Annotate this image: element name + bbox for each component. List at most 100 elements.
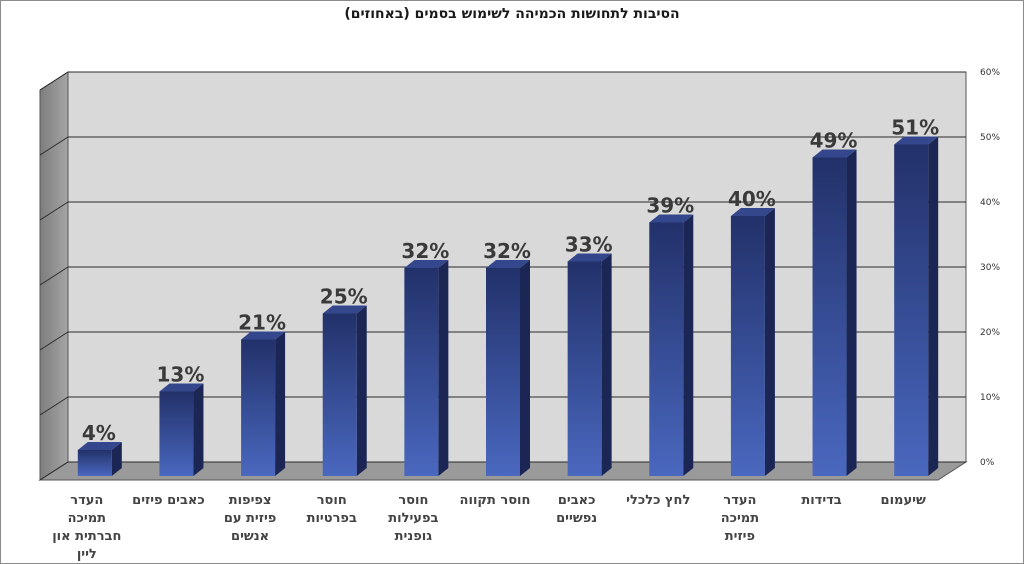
data-label: 32%	[483, 239, 531, 263]
bar-top	[77, 442, 122, 450]
data-label: 49%	[810, 129, 858, 153]
bar: 32%	[483, 239, 531, 476]
data-label: 25%	[320, 285, 368, 309]
category-label-line: חברתית און	[52, 529, 121, 544]
gridline-side	[39, 201, 69, 221]
y-tick-label: 30%	[980, 263, 1000, 273]
category-label-line: בפעילות	[388, 511, 438, 526]
bar-top	[404, 260, 449, 268]
bar-side	[193, 383, 204, 476]
bar: 32%	[401, 239, 449, 476]
data-label: 4%	[82, 421, 116, 445]
y-tick-label: 10%	[980, 393, 1000, 403]
category-label: העדר תמיכה חברתית און ליין	[52, 493, 121, 562]
x-axis: העדר תמיכה חברתית און ליין כאבים פיזים צפיפות…	[52, 493, 926, 562]
y-axis: 0% 10% 20% 30% 40% 50% 60%	[980, 68, 1000, 468]
category-label-line: העדר	[70, 493, 103, 508]
data-label: 39%	[646, 194, 694, 218]
y-tick-label: 50%	[980, 133, 1000, 143]
y-tick-label: 60%	[980, 68, 1000, 78]
category-label: חוסר בפרטיות	[307, 493, 357, 526]
data-label: 21%	[238, 311, 286, 335]
y-tick-label: 20%	[980, 328, 1000, 338]
gridline-side	[39, 266, 69, 286]
bar-top	[486, 260, 530, 268]
category-label-line: שיעמום	[881, 493, 926, 508]
category-label: שיעמום	[881, 493, 926, 508]
category-label: חוסר בפעילות גופנית	[388, 493, 438, 544]
y-tick-label: 0%	[980, 458, 995, 468]
category-label-line: תמיכה	[721, 511, 759, 526]
data-label: 32%	[401, 239, 449, 263]
data-label: 33%	[565, 233, 613, 257]
bar: 33%	[565, 233, 613, 476]
bar: 4%	[77, 421, 122, 476]
bar-top	[322, 305, 367, 314]
category-label-line: כאבים פיזים	[132, 493, 205, 508]
bar-front	[567, 261, 602, 476]
bar-front	[404, 268, 439, 476]
bar: 40%	[728, 187, 776, 476]
bar-top	[567, 253, 612, 262]
bar-front	[77, 450, 112, 476]
bar-side	[438, 260, 449, 476]
bars: 4% 13% 21% 25% 32% 32% 33% 39% 40% 49% 51%	[77, 116, 939, 476]
bar-front	[322, 313, 357, 476]
category-label-line: תמיכה	[68, 511, 106, 526]
gridline-side	[39, 331, 69, 351]
category-label: חוסר תקווה	[460, 493, 531, 508]
category-label: כאבים פיזים	[132, 493, 205, 508]
category-label-line: לחץ כלכלי	[626, 493, 690, 508]
bar-side	[683, 214, 694, 476]
bar-front	[894, 144, 929, 476]
bar-top	[894, 136, 939, 145]
bar-side	[764, 208, 775, 476]
category-label: העדר תמיכה פיזית	[721, 493, 759, 544]
category-label-line: בדידות	[801, 493, 841, 508]
category-label-line: פיזית	[725, 529, 755, 544]
gridline-side	[39, 396, 69, 416]
bar-top	[241, 331, 286, 340]
bar: 21%	[238, 311, 286, 476]
category-label: כאבים נפשיים	[556, 493, 597, 526]
bar-side	[520, 260, 530, 476]
chart-title: הסיבות לתחושות הכמיהה לשימוש בסמים (באחו…	[344, 6, 680, 22]
data-label: 51%	[891, 116, 939, 140]
bar-side	[928, 136, 939, 476]
bar-side	[111, 442, 122, 476]
category-label: לחץ כלכלי	[626, 493, 690, 508]
bar-side	[356, 305, 367, 476]
bar-front	[159, 391, 194, 476]
bar-side	[601, 253, 612, 476]
gridline-side	[39, 461, 69, 481]
bar: 51%	[891, 116, 939, 476]
category-label-line: חוסר	[398, 493, 428, 508]
bar-side	[275, 331, 286, 476]
category-label-line: חוסר	[317, 493, 347, 508]
category-label-line: העדר	[723, 493, 756, 508]
bar: 25%	[320, 285, 368, 476]
category-label-line: נפשיים	[556, 511, 597, 526]
bar-top	[730, 208, 775, 216]
bar: 49%	[810, 129, 858, 476]
category-label-line: פיזית עם	[224, 511, 277, 526]
category-label-line: אנשים	[231, 529, 269, 544]
data-label: 40%	[728, 187, 776, 211]
category-label-line: צפיפות	[229, 493, 272, 508]
bar-top	[812, 149, 857, 158]
category-label-line: חוסר תקווה	[460, 493, 531, 508]
gridline-side	[39, 71, 69, 91]
category-label: בדידות	[801, 493, 841, 508]
category-label-line: ליין	[77, 547, 97, 562]
bar-top	[159, 383, 204, 392]
category-label-line: גופנית	[395, 529, 433, 544]
bar-front	[486, 268, 520, 476]
bar: 13%	[157, 363, 205, 476]
data-label: 13%	[157, 363, 205, 387]
bar-front	[241, 339, 276, 476]
bar-side	[846, 149, 857, 476]
category-label: צפיפות פיזית עם אנשים	[224, 493, 277, 544]
bar-top	[649, 214, 694, 223]
bar-front	[812, 157, 847, 476]
